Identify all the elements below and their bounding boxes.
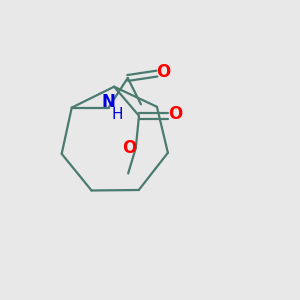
Text: O: O bbox=[156, 63, 170, 81]
Text: O: O bbox=[122, 139, 136, 157]
Text: N: N bbox=[102, 93, 116, 111]
Text: O: O bbox=[168, 105, 182, 123]
Text: H: H bbox=[111, 106, 122, 122]
